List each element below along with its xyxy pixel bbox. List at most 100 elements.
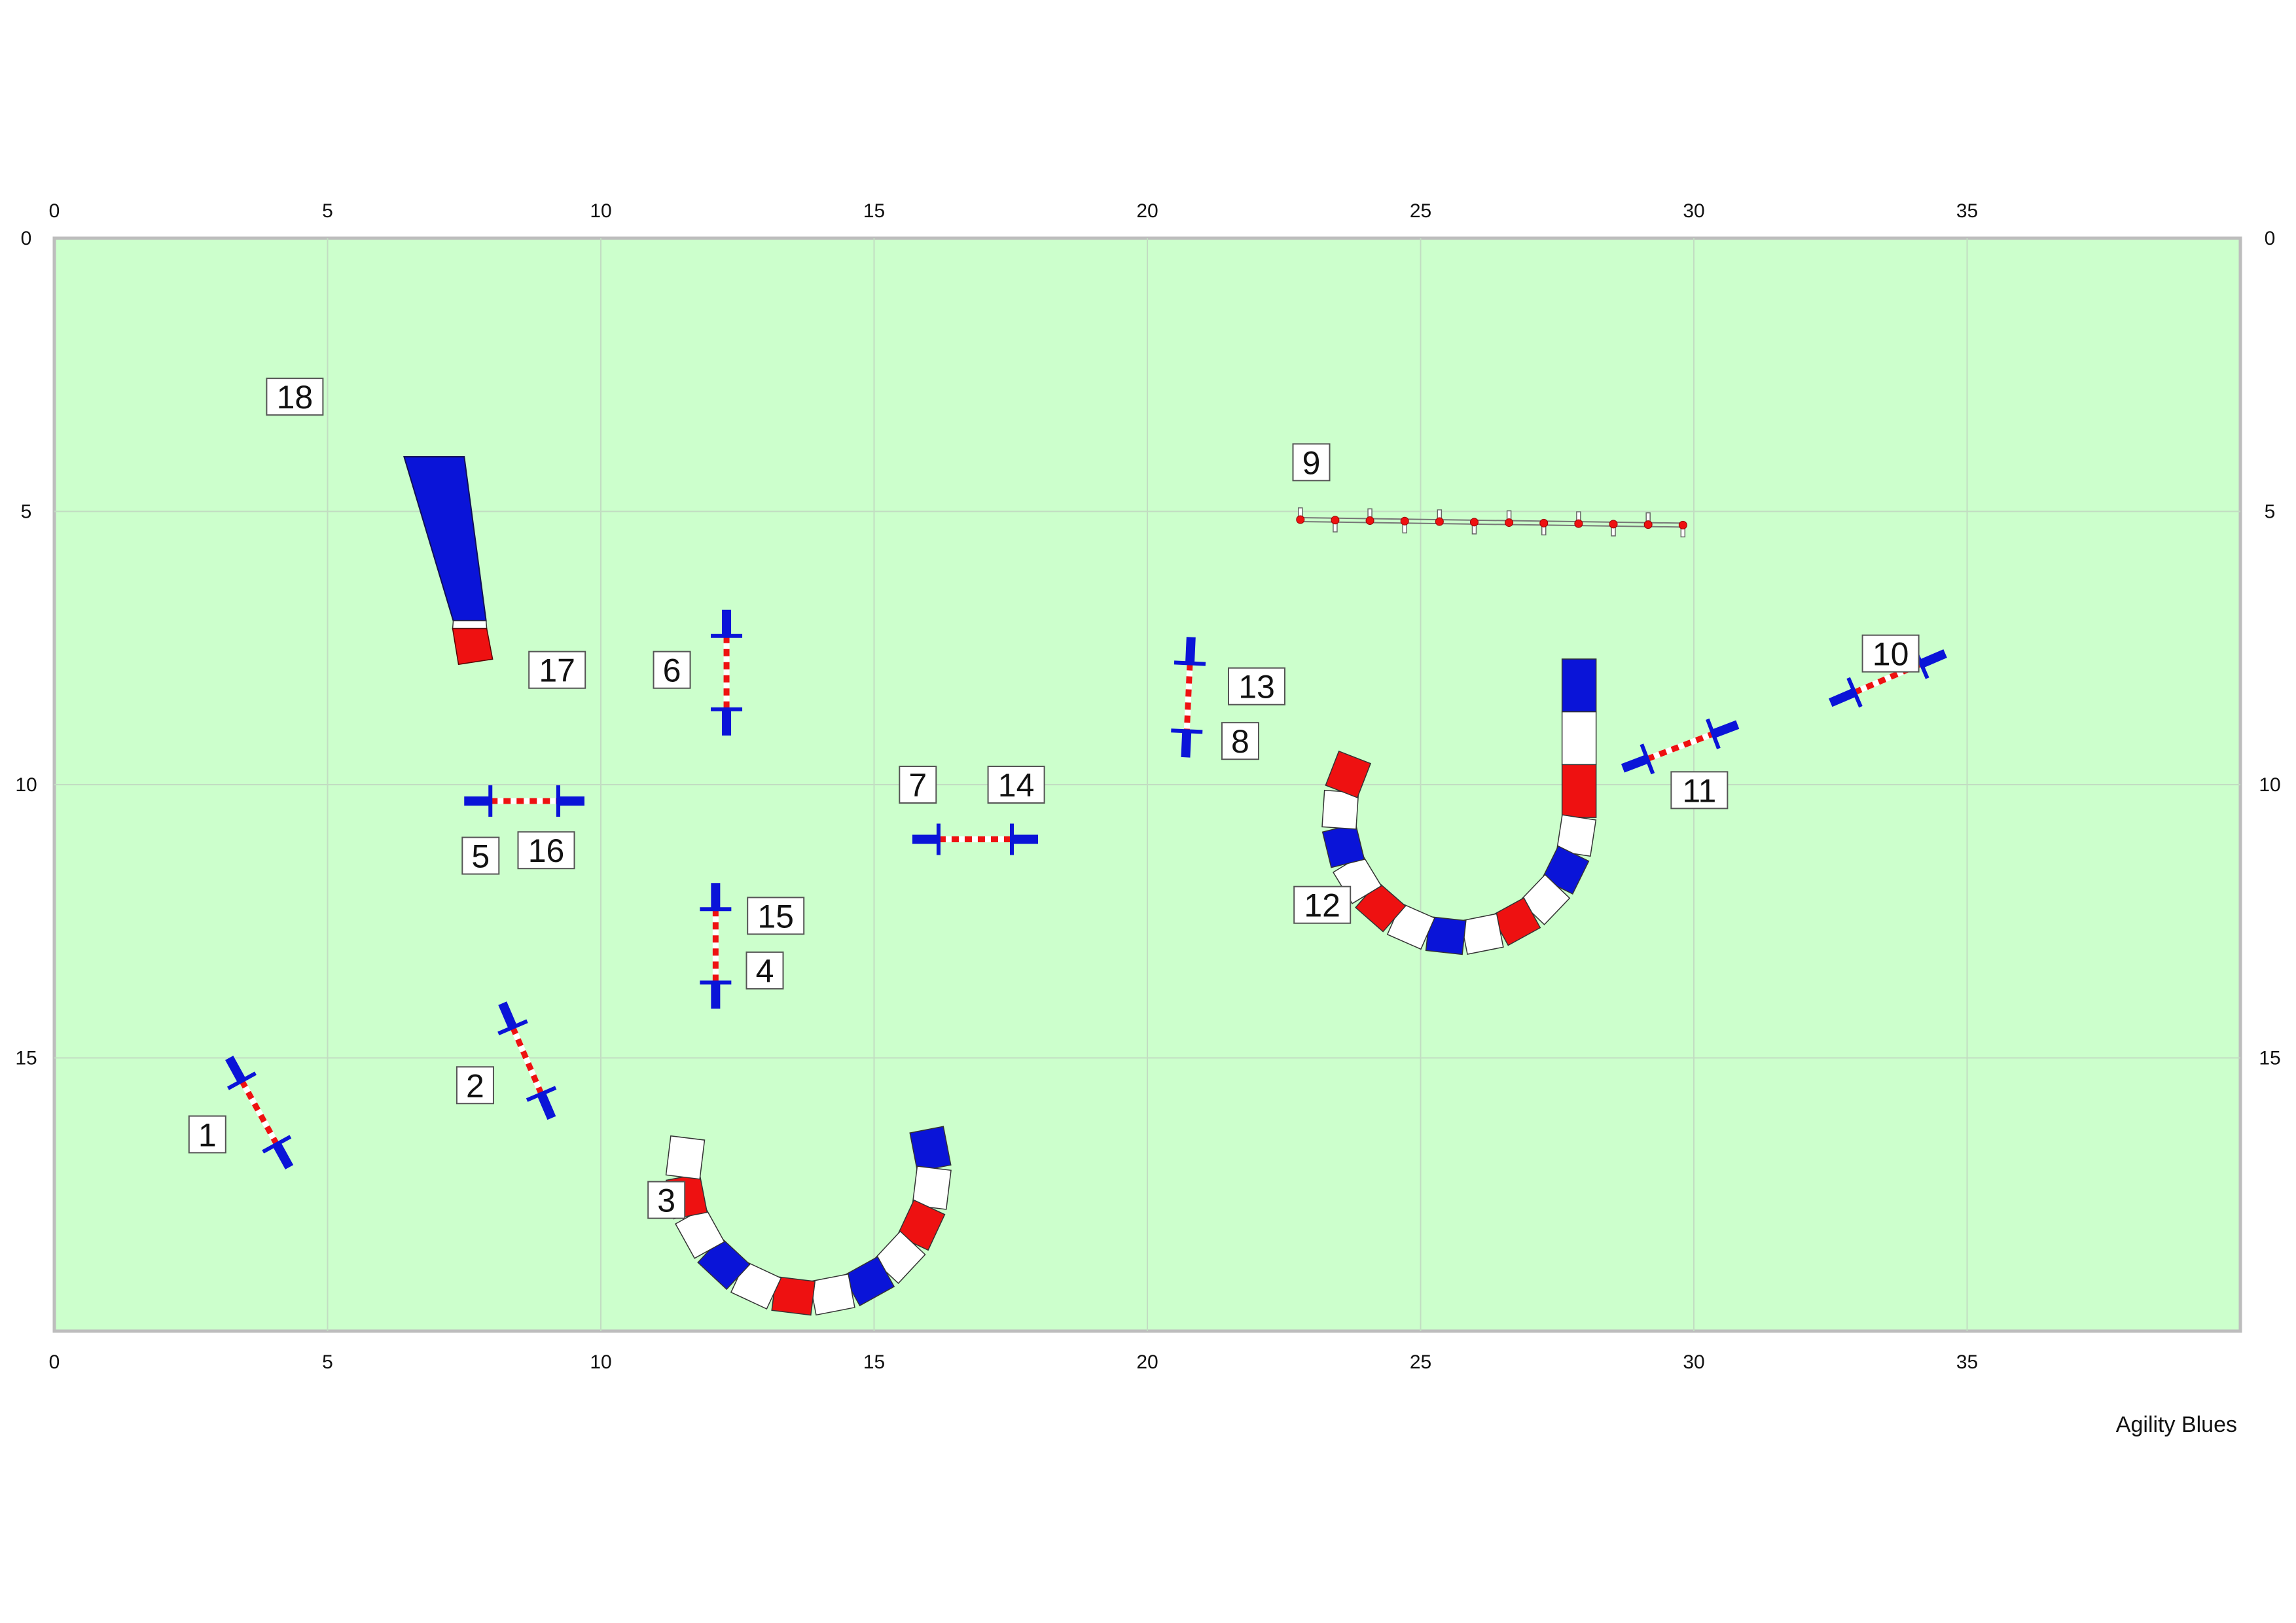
number-text: 15 [757,898,794,935]
number-text: 12 [1304,887,1340,924]
number-text: 2 [466,1067,484,1104]
number-text: 17 [539,652,575,689]
number-text: 18 [277,379,314,416]
number-box [517,831,575,870]
weave-pole-top [1296,515,1305,524]
number-label-17: 17 [528,651,586,689]
jump-wing [1181,730,1192,758]
x-tick-label-top: 0 [49,200,60,222]
x-tick-label-bottom: 35 [1956,1351,1978,1373]
number-box [1228,667,1285,705]
number-label-10: 10 [1861,634,1920,673]
weave-weave-9 [1296,507,1687,538]
number-label-12: 12 [1293,885,1352,924]
number-text: 14 [998,767,1035,804]
x-tick-label-top: 20 [1136,200,1158,222]
tunnel-segment [1325,750,1372,798]
weave-base [1300,521,1683,528]
weave-pole-top [1331,516,1340,525]
number-text: 4 [756,953,774,990]
weave-pole-top [1435,517,1444,526]
tunnel-segment [912,1166,952,1210]
tunnel-segment [1561,711,1597,766]
jump-post [1846,677,1863,708]
credit-text: Agility Blues [2115,1412,2237,1437]
number-label-4: 4 [745,951,784,990]
jump-jump-6 [711,609,743,736]
y-tick-label-right: 10 [2259,774,2280,796]
weave-pole-top [1469,518,1479,527]
weave-pole-top [1539,518,1549,527]
number-text: 8 [1231,723,1249,760]
jump-jump-7-14 [912,823,1038,855]
number-label-15: 15 [747,897,805,935]
number-box [1221,722,1259,760]
jump-wing [498,1001,517,1029]
grid-layer [54,238,2240,1331]
number-label-8: 8 [1221,722,1259,760]
x-tick-label-top: 35 [1956,200,1978,222]
number-text: 11 [1682,772,1716,809]
number-label-6: 6 [653,651,691,689]
weave-pole-top [1400,516,1409,526]
tunnel-tunnel-3 [665,1126,952,1316]
number-box [899,766,937,804]
number-box [456,1066,494,1105]
tunnel-segment [675,1206,725,1259]
tunnel-segment [872,1230,926,1284]
x-tick-label-bottom: 15 [863,1351,885,1373]
number-text: 9 [1302,444,1321,481]
x-tick-label-bottom: 30 [1683,1351,1704,1373]
jump-wing [1919,649,1947,668]
tunnel-segment [697,1237,751,1291]
number-label-2: 2 [456,1066,494,1105]
jump-jump-2 [497,1001,557,1120]
number-box [1861,634,1920,673]
weave-pole-top [1505,518,1514,527]
number-label-3: 3 [647,1181,686,1219]
number-box [647,1181,686,1219]
number-text: 10 [1873,636,1909,673]
jump-wing [1185,637,1196,664]
tunnel-tunnel-12 [1321,658,1597,955]
number-box [747,897,805,935]
number-text: 6 [663,652,681,689]
tunnel-segment [1518,874,1571,925]
y-tick-label-right: 15 [2259,1048,2280,1069]
x-tick-label-bottom: 5 [322,1351,333,1373]
number-text: 16 [528,832,565,869]
jump-post [1171,728,1203,734]
number-text: 1 [198,1116,217,1153]
tunnel-segment [896,1199,946,1251]
tunnel-segment [1561,764,1597,818]
y-tick-label-left: 10 [15,774,37,796]
x-tick-label-top: 30 [1683,200,1704,222]
number-text: 7 [908,767,927,804]
tunnel-segment [1321,823,1365,868]
tunnel-segment [1561,658,1597,713]
x-tick-label-bottom: 0 [49,1351,60,1373]
number-label-11: 11 [1670,771,1729,810]
tunnel-segment [1386,902,1435,950]
number-label-18: 18 [266,378,324,416]
jump-post [1706,718,1721,749]
jump-wing [1828,688,1857,707]
number-box [1670,771,1729,810]
number-box [653,651,691,689]
jump-post [1640,743,1655,775]
number-label-13: 13 [1228,667,1285,705]
number-text: 3 [657,1183,675,1219]
tunnel-segment [1491,897,1541,946]
x-tick-label-bottom: 10 [590,1351,611,1373]
number-label-16: 16 [517,831,575,870]
number-label-5: 5 [461,836,500,875]
obstacles-layer [225,456,1947,1316]
number-box [987,766,1045,804]
x-tick-label-top: 5 [322,200,333,222]
jump-post [497,1019,528,1035]
x-tick-label-top: 25 [1410,200,1431,222]
jump-jump-5-16 [464,785,584,817]
x-tick-label-bottom: 20 [1136,1351,1158,1373]
tunnel-segment [842,1256,895,1307]
